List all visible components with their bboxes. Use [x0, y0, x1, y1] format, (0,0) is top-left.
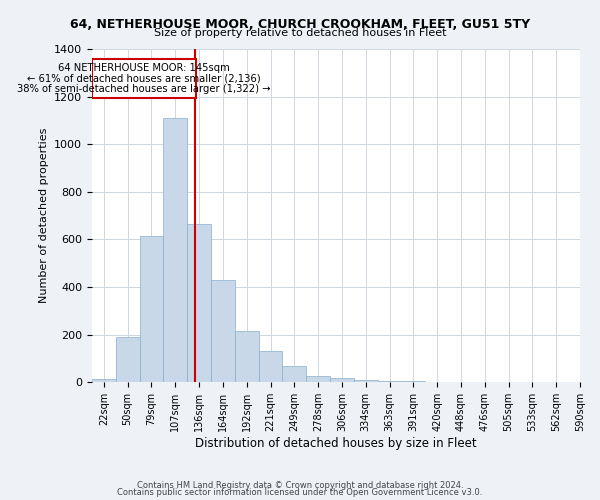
Bar: [306, 376, 330, 382]
Bar: [140, 236, 163, 382]
Bar: [211, 280, 235, 382]
Bar: [283, 366, 306, 382]
Bar: [92, 59, 196, 98]
Bar: [377, 381, 401, 382]
Text: Contains public sector information licensed under the Open Government Licence v3: Contains public sector information licen…: [118, 488, 482, 497]
Y-axis label: Number of detached properties: Number of detached properties: [38, 128, 49, 304]
Bar: [401, 381, 425, 382]
Bar: [330, 378, 354, 382]
Bar: [116, 337, 140, 382]
Text: 38% of semi-detached houses are larger (1,322) →: 38% of semi-detached houses are larger (…: [17, 84, 271, 94]
Bar: [187, 224, 211, 382]
Text: Contains HM Land Registry data © Crown copyright and database right 2024.: Contains HM Land Registry data © Crown c…: [137, 480, 463, 490]
Bar: [354, 380, 377, 382]
Bar: [163, 118, 187, 382]
Text: 64 NETHERHOUSE MOOR: 145sqm: 64 NETHERHOUSE MOOR: 145sqm: [58, 63, 230, 73]
X-axis label: Distribution of detached houses by size in Fleet: Distribution of detached houses by size …: [195, 437, 477, 450]
Text: Size of property relative to detached houses in Fleet: Size of property relative to detached ho…: [154, 28, 446, 38]
Bar: [259, 352, 283, 382]
Bar: [235, 331, 259, 382]
Text: 64, NETHERHOUSE MOOR, CHURCH CROOKHAM, FLEET, GU51 5TY: 64, NETHERHOUSE MOOR, CHURCH CROOKHAM, F…: [70, 18, 530, 30]
Bar: [92, 379, 116, 382]
Text: ← 61% of detached houses are smaller (2,136): ← 61% of detached houses are smaller (2,…: [28, 74, 261, 84]
